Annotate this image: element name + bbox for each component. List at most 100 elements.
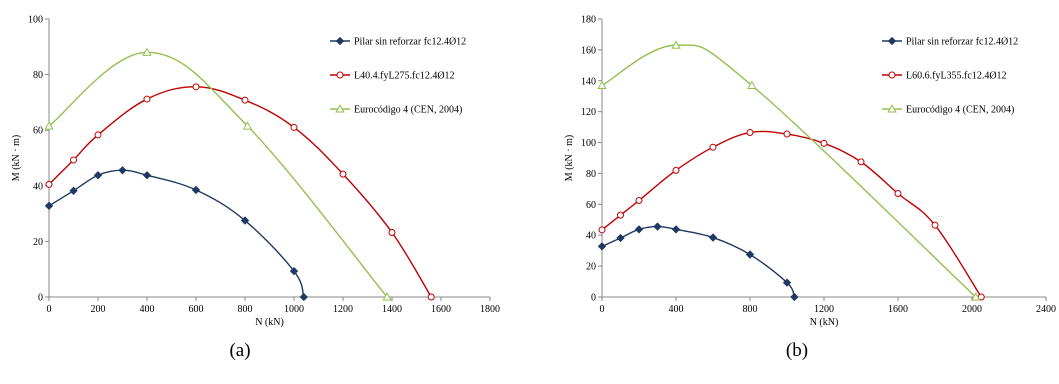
- data-point: [191, 185, 201, 195]
- data-point: [783, 130, 791, 138]
- y-tick-label: 80: [33, 70, 43, 81]
- data-point: [290, 123, 298, 131]
- legend-label: L40.4.fyL275.fc12.4Ø12: [354, 71, 455, 82]
- data-point: [299, 292, 308, 302]
- data-point: [382, 292, 392, 301]
- chart-panel-1: 0 200 400 600 800 1000 1200 1400 1600 1800 0 20 40 60…: [11, 15, 500, 362]
- data-point: [653, 222, 662, 231]
- x-axis-title: N (kN): [255, 317, 284, 328]
- series-line: [48, 169, 305, 298]
- legend-label: Eurocódigo 4 (CEN, 2004): [906, 105, 1014, 116]
- data-point: [388, 229, 396, 237]
- y-axis-title: M (kN · m): [564, 135, 575, 181]
- data-point: [820, 139, 828, 147]
- data-point: [782, 278, 792, 287]
- data-point: [118, 166, 127, 175]
- x-axis-title: N (kN): [810, 317, 839, 328]
- data-point: [746, 129, 754, 137]
- legend-label: Eurocódigo 4 (CEN, 2004): [354, 105, 462, 116]
- series-3: [597, 40, 981, 301]
- data-point: [93, 171, 103, 180]
- data-point: [708, 233, 718, 242]
- legend-marker: [335, 104, 345, 113]
- data-point: [616, 233, 625, 243]
- series-3: [44, 47, 392, 301]
- series-line: [48, 51, 388, 298]
- data-point: [597, 242, 607, 251]
- legend-marker: [887, 36, 897, 46]
- legend-label: Pilar sin reforzar fc12.4Ø12: [906, 37, 1018, 48]
- series-line: [601, 130, 982, 298]
- y-tick-label: 40: [33, 181, 43, 192]
- y-tick-label: 80: [586, 169, 596, 180]
- x-tick-label: 2000: [962, 304, 982, 315]
- data-point: [971, 292, 981, 301]
- data-point: [427, 293, 435, 301]
- y-tick-label: 180: [581, 15, 596, 26]
- x-tick-label: 800: [238, 304, 253, 315]
- x-tick-label: 600: [189, 304, 204, 315]
- data-point: [289, 266, 299, 276]
- x-tick-label: 1800: [480, 304, 500, 315]
- series-line: [48, 86, 432, 298]
- x-tick-label: 400: [140, 304, 155, 315]
- legend-label: L60.6.fyL355.fc12.4Ø12: [906, 71, 1007, 82]
- y-tick-label: 40: [586, 231, 596, 242]
- y-tick-label: 60: [33, 126, 43, 137]
- legend-label: Pilar sin reforzar fc12.4Ø12: [354, 37, 466, 48]
- data-point: [69, 186, 78, 195]
- panel-label: (a): [229, 340, 250, 361]
- data-point: [143, 95, 151, 103]
- x-tick-label: 1200: [333, 304, 353, 315]
- data-point: [339, 170, 347, 178]
- data-point: [44, 121, 54, 130]
- data-point: [790, 292, 799, 302]
- panel-label: (b): [786, 340, 808, 361]
- data-point: [142, 171, 152, 180]
- data-point: [672, 166, 680, 174]
- data-point: [142, 47, 152, 56]
- x-tick-label: 1400: [382, 304, 402, 315]
- legend-entry: L60.6.fyL355.fc12.4Ø12: [882, 71, 1007, 82]
- data-point: [709, 143, 717, 151]
- y-axis-title: M (kN · m): [11, 135, 22, 181]
- legend-entry: Pilar sin reforzar fc12.4Ø12: [330, 37, 466, 48]
- data-point: [857, 158, 865, 166]
- x-tick-label: 800: [743, 304, 758, 315]
- data-point: [635, 196, 643, 204]
- x-tick-label: 0: [47, 304, 52, 315]
- x-tick-label: 1200: [814, 304, 834, 315]
- data-point: [671, 225, 681, 234]
- x-tick-label: 200: [91, 304, 106, 315]
- y-tick-label: 0: [38, 293, 43, 304]
- legend-entry: Eurocódigo 4 (CEN, 2004): [882, 104, 1014, 116]
- data-point: [931, 221, 939, 229]
- data-point: [70, 156, 77, 164]
- data-point: [94, 131, 102, 139]
- data-point: [598, 226, 606, 234]
- series-2: [598, 129, 985, 301]
- x-tick-label: 0: [600, 304, 605, 315]
- series-line: [601, 225, 796, 298]
- series-1: [44, 166, 308, 302]
- y-tick-label: 0: [591, 293, 596, 304]
- series-2: [45, 83, 435, 301]
- data-point: [240, 216, 250, 225]
- data-point: [894, 190, 902, 198]
- data-point: [45, 180, 53, 188]
- y-tick-label: 160: [581, 45, 596, 56]
- legend-entry: Eurocódigo 4 (CEN, 2004): [330, 104, 462, 116]
- data-point: [745, 250, 755, 259]
- y-tick-label: 60: [586, 200, 596, 211]
- x-tick-label: 2400: [1036, 304, 1056, 315]
- data-point: [597, 80, 607, 89]
- y-tick-label: 100: [28, 15, 43, 26]
- data-point: [242, 121, 253, 130]
- data-point: [634, 225, 644, 234]
- y-tick-label: 140: [581, 76, 596, 87]
- data-point: [192, 83, 200, 91]
- data-point: [747, 80, 757, 89]
- data-point: [617, 211, 624, 219]
